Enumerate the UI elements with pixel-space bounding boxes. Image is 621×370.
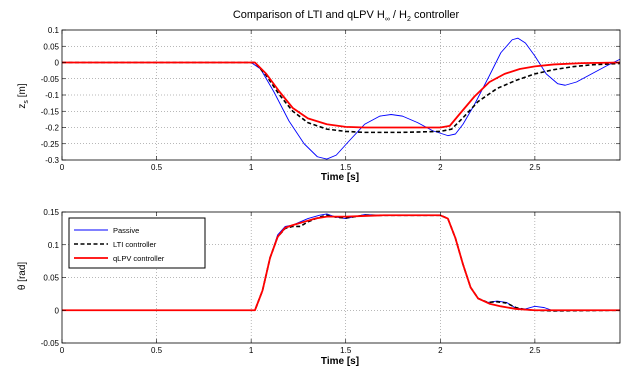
- bottom-x-tick-label-4: 2: [438, 346, 443, 355]
- top-y-tick-label-3: -0.15: [41, 107, 60, 116]
- top-y-axis-label: zs [m]: [17, 83, 30, 108]
- bottom-x-axis-label: Time [s]: [321, 356, 359, 367]
- top-series-qlpv: [62, 61, 621, 129]
- top-y-tick-label-6: 0: [55, 59, 60, 68]
- bottom-y-tick-label-0: -0.05: [41, 339, 60, 348]
- bottom-y-tick-label-4: 0.15: [43, 208, 59, 217]
- top-x-tick-label-4: 2: [438, 163, 443, 172]
- top-y-tick-label-7: 0.05: [43, 42, 59, 51]
- bottom-x-tick-label-5: 2.5: [529, 346, 541, 355]
- legend-box: [68, 217, 206, 269]
- top-x-tick-label-0: 0: [60, 163, 65, 172]
- top-x-axis-label: Time [s]: [321, 172, 359, 183]
- top-x-tick-label-2: 1: [249, 163, 254, 172]
- bottom-y-tick-label-1: 0: [55, 306, 60, 315]
- bottom-x-tick-label-1: 0.5: [151, 346, 163, 355]
- bottom-x-tick-label-0: 0: [60, 346, 65, 355]
- chart-title: Comparison of LTI and qLPV H∞ / H2 contr…: [233, 9, 460, 23]
- top-x-tick-label-1: 0.5: [151, 163, 163, 172]
- legend-label-lti: LTI controller: [113, 240, 157, 249]
- bottom-x-tick-label-2: 1: [249, 346, 254, 355]
- legend-label-qlpv: qLPV controller: [113, 254, 165, 263]
- legend-label-passive: Passive: [113, 226, 139, 235]
- top-plot: 0 0.5 1 1.5 2 2.5 -0.3 -0.25 -0.2 -0.15 -0.1 -0.05 0…: [41, 26, 621, 172]
- bottom-y-tick-label-2: 0.05: [43, 274, 59, 283]
- top-y-tick-label-4: -0.1: [45, 91, 59, 100]
- top-y-tick-label-1: -0.25: [41, 140, 60, 149]
- top-x-tick-label-3: 1.5: [340, 163, 352, 172]
- legend: Passive LTI controller qLPV controller: [68, 217, 206, 269]
- bottom-y-axis-label: θ [rad]: [17, 262, 28, 291]
- top-y-tick-label-8: 0.1: [48, 26, 60, 35]
- top-y-tick-label-0: -0.3: [45, 156, 59, 165]
- bottom-y-tick-label-3: 0.1: [48, 241, 60, 250]
- bottom-series-qlpv: [62, 214, 620, 312]
- top-x-tick-label-5: 2.5: [529, 163, 541, 172]
- top-series-lti: [62, 61, 621, 134]
- bottom-x-tick-label-3: 1.5: [340, 346, 352, 355]
- top-y-tick-label-2: -0.2: [45, 124, 59, 133]
- top-series-passive: [62, 37, 621, 160]
- top-y-tick-label-5: -0.05: [41, 75, 60, 84]
